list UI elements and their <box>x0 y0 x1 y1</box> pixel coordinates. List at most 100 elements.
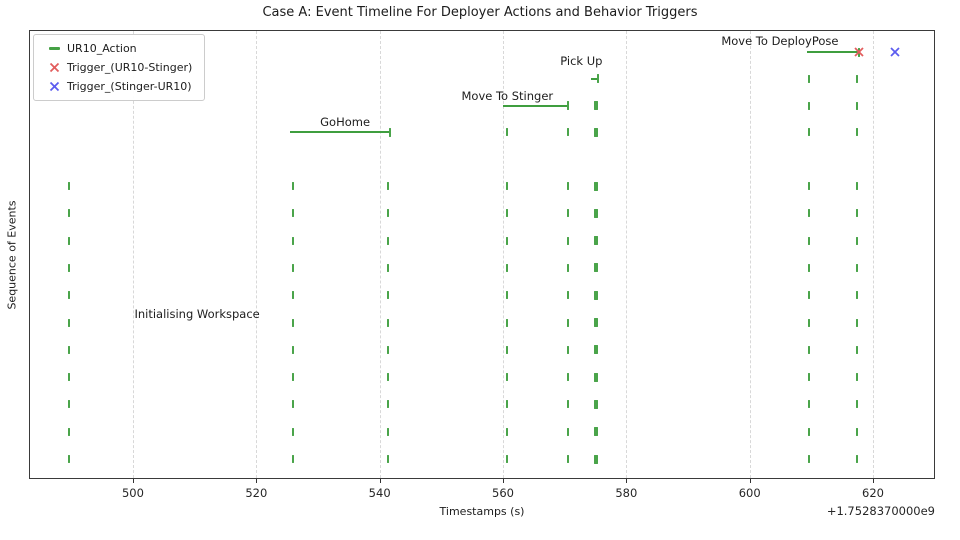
event-dash <box>505 373 508 382</box>
event-dash <box>594 345 598 355</box>
event-dash <box>594 290 598 300</box>
gridline <box>626 31 628 478</box>
event-dash <box>67 209 70 218</box>
event-dash <box>807 400 810 409</box>
event-dash <box>291 400 294 409</box>
x-tick-label: 540 <box>368 486 391 500</box>
action-end-tick <box>566 101 569 111</box>
event-dash <box>807 345 810 354</box>
trigger-x-marker <box>854 47 864 57</box>
event-dash <box>594 372 598 382</box>
event-dash <box>67 427 70 436</box>
red-x-icon <box>41 62 67 73</box>
event-dash <box>594 236 598 246</box>
event-dash <box>807 373 810 382</box>
x-tick <box>502 479 504 483</box>
event-dash <box>387 263 390 272</box>
event-dash <box>387 209 390 218</box>
event-dash <box>807 455 810 463</box>
x-tick-label: 600 <box>738 486 761 500</box>
event-dash <box>291 455 294 463</box>
action-line-pick-up <box>591 77 598 80</box>
x-tick <box>379 479 381 483</box>
event-dash <box>566 427 569 436</box>
event-dash <box>387 345 390 354</box>
plot-area <box>29 30 935 479</box>
legend-item-trigger-ur10-stinger: Trigger_(UR10-Stinger) <box>41 59 192 76</box>
event-dash <box>505 345 508 354</box>
gridline <box>256 31 258 478</box>
event-dash <box>291 182 294 190</box>
event-dash <box>291 373 294 382</box>
event-dash <box>855 455 858 463</box>
event-dash <box>387 373 390 382</box>
gridline <box>132 31 134 478</box>
legend: UR10_Action Trigger_(UR10-Stinger) Trigg… <box>33 34 206 101</box>
event-dash <box>505 455 508 463</box>
action-line-gohome <box>290 131 391 134</box>
event-dash <box>291 263 294 272</box>
event-dash <box>594 101 598 111</box>
trigger-x-marker <box>890 47 900 57</box>
event-dash <box>855 291 858 300</box>
event-dash <box>505 209 508 218</box>
event-dash <box>67 373 70 382</box>
event-dash <box>594 318 598 327</box>
event-dash <box>855 263 858 272</box>
event-dash <box>594 454 598 464</box>
x-axis-offset-label: +1.7528370000e9 <box>826 504 935 518</box>
event-dash <box>594 427 598 437</box>
action-end-tick <box>596 74 599 84</box>
event-dash <box>855 182 858 190</box>
event-dash <box>387 182 390 190</box>
event-dash <box>566 209 569 218</box>
event-dash <box>505 182 508 190</box>
x-tick <box>132 479 134 483</box>
action-label-move-to-stinger: Move To Stinger <box>461 88 554 103</box>
annotation-initialising-workspace: Initialising Workspace <box>134 307 260 321</box>
event-dash <box>855 345 858 354</box>
action-label-pick-up: Pick Up <box>560 53 603 68</box>
event-dash <box>291 427 294 436</box>
event-dash <box>807 182 810 190</box>
event-dash <box>505 291 508 300</box>
event-dash <box>855 236 858 245</box>
event-dash <box>855 128 858 137</box>
event-dash <box>387 236 390 245</box>
event-dash <box>566 128 569 137</box>
event-dash <box>67 236 70 245</box>
event-dash <box>67 318 70 327</box>
blue-x-icon <box>41 81 67 92</box>
event-dash <box>566 236 569 245</box>
event-dash <box>807 128 810 137</box>
event-dash <box>594 263 598 273</box>
event-dash <box>291 318 294 327</box>
event-dash <box>855 373 858 382</box>
event-dash <box>291 345 294 354</box>
event-dash <box>387 455 390 463</box>
action-line-move-to-stinger <box>502 104 568 107</box>
action-line-move-to-deploypose <box>807 51 859 53</box>
legend-item-trigger-stinger-ur10: Trigger_(Stinger-UR10) <box>41 78 192 95</box>
x-tick-label: 560 <box>492 486 514 500</box>
event-dash <box>566 291 569 300</box>
event-dash <box>505 427 508 436</box>
x-axis-label: Timestamps (s) <box>439 505 525 518</box>
event-dash <box>807 318 810 327</box>
event-dash <box>291 209 294 218</box>
event-dash <box>855 74 858 83</box>
x-tick-label: 500 <box>121 486 144 500</box>
x-tick-label: 520 <box>245 486 268 500</box>
event-dash <box>594 181 598 191</box>
event-dash <box>505 400 508 409</box>
event-dash <box>291 291 294 300</box>
green-dash-icon <box>48 47 60 50</box>
event-dash <box>67 263 70 272</box>
event-dash <box>566 455 569 463</box>
event-dash <box>505 318 508 327</box>
event-dash <box>291 236 294 245</box>
x-tick <box>626 479 628 483</box>
event-dash <box>67 182 70 190</box>
event-dash <box>807 263 810 272</box>
